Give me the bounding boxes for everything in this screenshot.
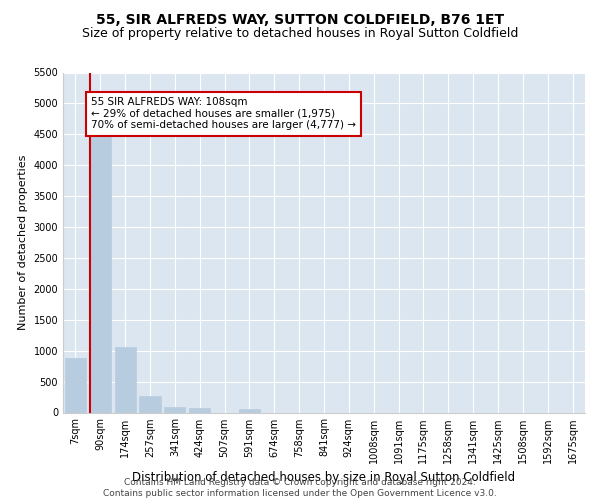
Text: 55, SIR ALFREDS WAY, SUTTON COLDFIELD, B76 1ET: 55, SIR ALFREDS WAY, SUTTON COLDFIELD, B… — [96, 12, 504, 26]
X-axis label: Distribution of detached houses by size in Royal Sutton Coldfield: Distribution of detached houses by size … — [133, 471, 515, 484]
Bar — [189, 408, 210, 412]
Bar — [239, 410, 260, 412]
Bar — [139, 396, 161, 412]
Bar — [164, 407, 185, 412]
Bar — [115, 347, 136, 412]
Text: 55 SIR ALFREDS WAY: 108sqm
← 29% of detached houses are smaller (1,975)
70% of s: 55 SIR ALFREDS WAY: 108sqm ← 29% of deta… — [91, 97, 356, 130]
Y-axis label: Number of detached properties: Number of detached properties — [18, 155, 28, 330]
Bar — [90, 130, 111, 412]
Bar — [65, 358, 86, 412]
Text: Contains HM Land Registry data © Crown copyright and database right 2024.
Contai: Contains HM Land Registry data © Crown c… — [103, 478, 497, 498]
Text: Size of property relative to detached houses in Royal Sutton Coldfield: Size of property relative to detached ho… — [82, 28, 518, 40]
